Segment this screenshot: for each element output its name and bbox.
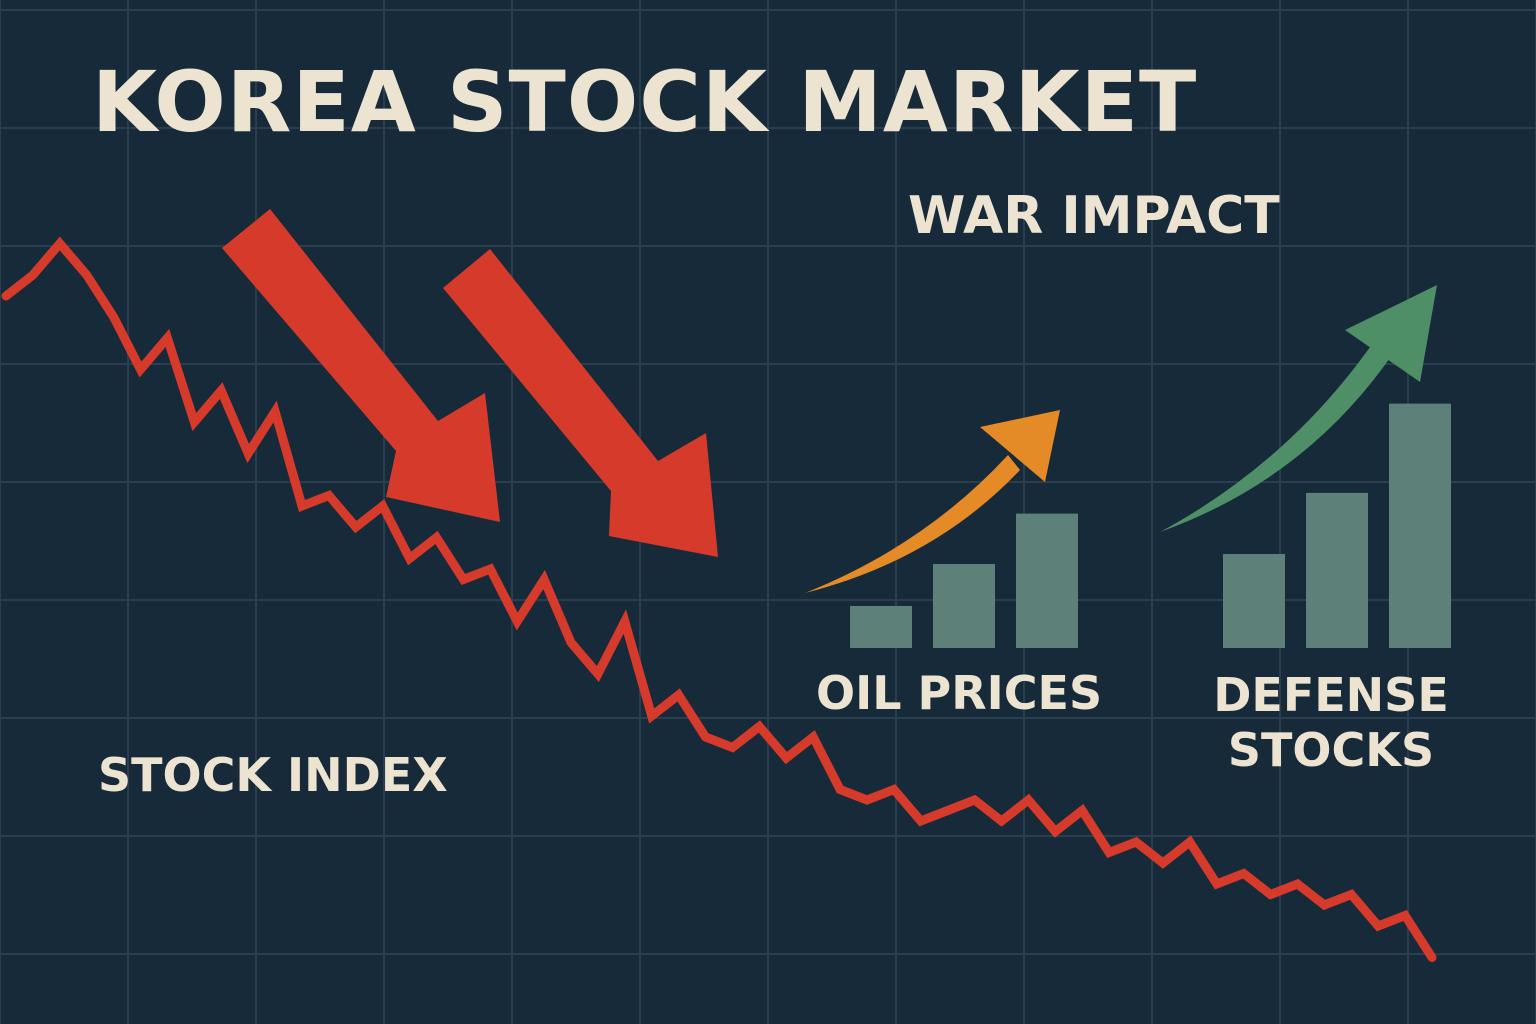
- defense-arrow-head: [1345, 285, 1437, 382]
- stock-index-label: STOCK INDEX: [98, 748, 448, 802]
- oil-prices-label: OIL PRICES: [816, 666, 1103, 720]
- defense-bars-group: [1223, 403, 1451, 648]
- down-arrows-group: [222, 209, 718, 557]
- defense-label-line-1: DEFENSE: [1213, 668, 1449, 722]
- oil-arrow-shaft: [805, 455, 1020, 593]
- def-bar-1: [1223, 554, 1285, 648]
- stock-index-line: [1, 236, 1437, 962]
- oil-bar-1: [850, 606, 912, 648]
- oil-bar-3: [1016, 513, 1078, 648]
- oil-up-arrow: [805, 410, 1060, 593]
- down-arrow-left: [222, 209, 500, 522]
- defense-arrow-shaft: [1160, 340, 1392, 532]
- chart-title: KOREA STOCK MARKET: [92, 53, 1198, 151]
- chart-subtitle: WAR IMPACT: [908, 186, 1280, 246]
- oil-arrow-head: [980, 410, 1060, 482]
- oil-bar-2: [933, 564, 995, 648]
- defense-up-arrow: [1160, 285, 1437, 532]
- down-arrow-right: [443, 249, 718, 557]
- def-bar-3: [1389, 403, 1451, 648]
- def-bar-2: [1306, 492, 1368, 648]
- defense-stocks-label: DEFENSE STOCKS: [1206, 668, 1456, 778]
- defense-label-line-2: STOCKS: [1227, 723, 1435, 778]
- oil-bars-group: [850, 513, 1078, 648]
